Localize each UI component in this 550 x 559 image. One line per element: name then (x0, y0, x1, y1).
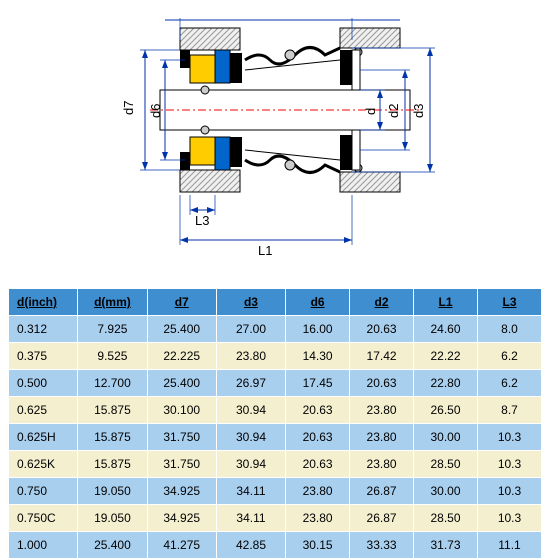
table-cell: 16.00 (286, 316, 350, 343)
table-cell: 34.11 (216, 478, 285, 505)
table-cell: 14.30 (286, 343, 350, 370)
table-cell: 31.73 (414, 532, 478, 559)
table-cell: 28.50 (414, 451, 478, 478)
col-d3: d3 (216, 289, 285, 316)
table-cell: 0.625 (9, 397, 78, 424)
table-cell: 34.11 (216, 505, 285, 532)
table-header-row: d(inch) d(mm) d7 d3 d6 d2 L1 L3 (9, 289, 542, 316)
table-cell: 0.500 (9, 370, 78, 397)
table-cell: 24.60 (414, 316, 478, 343)
table-cell: 34.925 (147, 505, 216, 532)
table-cell: 26.87 (350, 478, 414, 505)
table-cell: 19.050 (78, 478, 147, 505)
table-cell: 22.22 (414, 343, 478, 370)
table-cell: 15.875 (78, 451, 147, 478)
table-cell: 23.80 (216, 343, 285, 370)
table-cell: 26.87 (350, 505, 414, 532)
dim-label-d: d (363, 108, 378, 115)
table-row: 0.625K15.87531.75030.9420.6323.8028.5010… (9, 451, 542, 478)
dimension-table: d(inch) d(mm) d7 d3 d6 d2 L1 L3 0.3127.9… (8, 288, 542, 559)
table-cell: 25.400 (147, 370, 216, 397)
col-d-mm: d(mm) (78, 289, 147, 316)
table-cell: 1.000 (9, 532, 78, 559)
table-cell: 23.80 (350, 451, 414, 478)
table-cell: 15.875 (78, 424, 147, 451)
table-cell: 0.625K (9, 451, 78, 478)
table-cell: 15.875 (78, 397, 147, 424)
table-cell: 26.50 (414, 397, 478, 424)
dim-label-d3: d3 (411, 104, 426, 118)
table-cell: 31.750 (147, 451, 216, 478)
table-row: 0.625H15.87531.75030.9420.6323.8030.0010… (9, 424, 542, 451)
table-cell: 34.925 (147, 478, 216, 505)
table-cell: 33.33 (350, 532, 414, 559)
table-cell: 25.400 (147, 316, 216, 343)
table-cell: 30.100 (147, 397, 216, 424)
table-cell: 10.3 (477, 478, 541, 505)
dim-label-d7: d7 (121, 101, 136, 115)
col-L3: L3 (477, 289, 541, 316)
table-cell: 25.400 (78, 532, 147, 559)
table-cell: 8.0 (477, 316, 541, 343)
table-cell: 26.97 (216, 370, 285, 397)
table-row: 0.62515.87530.10030.9420.6323.8026.508.7 (9, 397, 542, 424)
table-row: 1.00025.40041.27542.8530.1533.3331.7311.… (9, 532, 542, 559)
table-cell: 23.80 (350, 424, 414, 451)
table-cell: 20.63 (286, 451, 350, 478)
table-cell: 28.50 (414, 505, 478, 532)
table-cell: 30.00 (414, 478, 478, 505)
table-cell: 10.3 (477, 424, 541, 451)
table-cell: 41.275 (147, 532, 216, 559)
table-cell: 6.2 (477, 370, 541, 397)
table-cell: 23.80 (286, 478, 350, 505)
table-cell: 8.7 (477, 397, 541, 424)
table-cell: 22.225 (147, 343, 216, 370)
table-cell: 0.750 (9, 478, 78, 505)
col-d2: d2 (350, 289, 414, 316)
dim-label-d2: d2 (386, 104, 401, 118)
table-cell: 20.63 (286, 424, 350, 451)
table-cell: 23.80 (286, 505, 350, 532)
table-cell: 9.525 (78, 343, 147, 370)
table-cell: 20.63 (286, 397, 350, 424)
table-cell: 11.1 (477, 532, 541, 559)
table-row: 0.50012.70025.40026.9717.4520.6322.806.2 (9, 370, 542, 397)
dim-label-L3: L3 (195, 213, 209, 228)
col-d6: d6 (286, 289, 350, 316)
table-cell: 20.63 (350, 316, 414, 343)
table-cell: 27.00 (216, 316, 285, 343)
table-cell: 30.94 (216, 397, 285, 424)
table-cell: 42.85 (216, 532, 285, 559)
table-cell: 19.050 (78, 505, 147, 532)
table-cell: 30.94 (216, 424, 285, 451)
table-cell: 17.45 (286, 370, 350, 397)
dim-label-d6: d6 (148, 104, 163, 118)
seal-cross-section-diagram: d7 d6 d d2 d3 (90, 0, 460, 280)
table-cell: 22.80 (414, 370, 478, 397)
col-d7: d7 (147, 289, 216, 316)
table-row: 0.3759.52522.22523.8014.3017.4222.226.2 (9, 343, 542, 370)
table-cell: 30.15 (286, 532, 350, 559)
table-cell: 10.3 (477, 505, 541, 532)
table-cell: 0.750C (9, 505, 78, 532)
table-cell: 20.63 (350, 370, 414, 397)
table-cell: 0.625H (9, 424, 78, 451)
table-cell: 17.42 (350, 343, 414, 370)
table-cell: 0.312 (9, 316, 78, 343)
table-row: 0.3127.92525.40027.0016.0020.6324.608.0 (9, 316, 542, 343)
table-cell: 12.700 (78, 370, 147, 397)
table-row: 0.75019.05034.92534.1123.8026.8730.0010.… (9, 478, 542, 505)
col-L1: L1 (414, 289, 478, 316)
table-cell: 6.2 (477, 343, 541, 370)
table-cell: 30.94 (216, 451, 285, 478)
table-cell: 30.00 (414, 424, 478, 451)
dim-label-L1: L1 (258, 243, 272, 258)
table-cell: 23.80 (350, 397, 414, 424)
table-row: 0.750C19.05034.92534.1123.8026.8728.5010… (9, 505, 542, 532)
table-cell: 0.375 (9, 343, 78, 370)
table-cell: 7.925 (78, 316, 147, 343)
col-d-inch: d(inch) (9, 289, 78, 316)
table-cell: 10.3 (477, 451, 541, 478)
table-cell: 31.750 (147, 424, 216, 451)
